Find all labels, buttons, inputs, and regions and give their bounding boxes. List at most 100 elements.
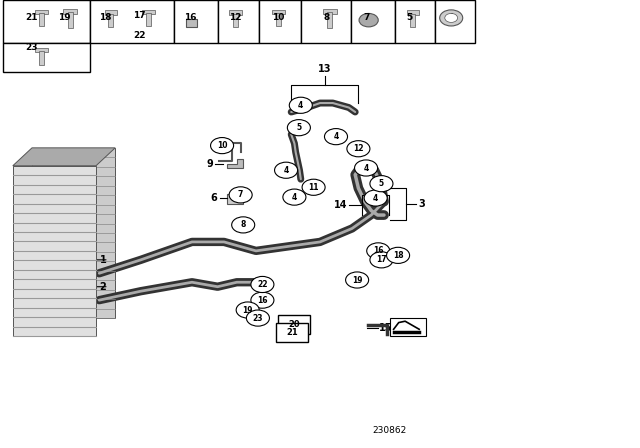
Text: 21: 21 <box>286 328 298 337</box>
Bar <box>259 0 301 43</box>
Text: 14: 14 <box>334 200 348 210</box>
Text: 15: 15 <box>379 323 392 333</box>
Bar <box>35 47 48 52</box>
Circle shape <box>359 13 378 27</box>
Text: 5: 5 <box>406 13 413 22</box>
Bar <box>146 13 151 26</box>
Text: 19: 19 <box>352 276 362 284</box>
Text: 1: 1 <box>99 255 106 265</box>
Text: 3: 3 <box>418 199 425 209</box>
Bar <box>104 10 117 15</box>
Bar <box>227 194 243 204</box>
Bar <box>186 19 197 27</box>
Bar <box>435 0 475 43</box>
Bar <box>351 0 395 43</box>
Circle shape <box>445 13 458 22</box>
Text: 16: 16 <box>373 246 383 255</box>
Text: 17: 17 <box>133 11 146 20</box>
Bar <box>323 9 337 14</box>
Polygon shape <box>13 148 115 166</box>
Text: 18: 18 <box>99 13 112 22</box>
Text: 22: 22 <box>257 280 268 289</box>
Circle shape <box>236 302 259 318</box>
Bar <box>276 13 281 26</box>
Circle shape <box>387 247 410 263</box>
Text: 5: 5 <box>379 179 384 188</box>
Circle shape <box>364 190 387 206</box>
Polygon shape <box>13 166 96 336</box>
Bar <box>3 0 90 43</box>
Text: 21: 21 <box>26 13 38 22</box>
Bar <box>301 0 351 43</box>
Bar <box>39 51 44 65</box>
FancyBboxPatch shape <box>276 323 308 342</box>
Polygon shape <box>32 148 115 318</box>
Bar <box>174 0 218 43</box>
Circle shape <box>229 187 252 203</box>
Text: 16: 16 <box>257 296 268 305</box>
Text: 8: 8 <box>241 220 246 229</box>
Circle shape <box>275 162 298 178</box>
Bar <box>390 318 426 336</box>
Bar <box>233 14 238 27</box>
Circle shape <box>324 129 348 145</box>
Text: 4: 4 <box>448 13 454 22</box>
Text: 230862: 230862 <box>372 426 406 435</box>
Text: 10: 10 <box>272 13 284 22</box>
Text: 23: 23 <box>26 43 38 52</box>
Bar <box>39 13 44 26</box>
Text: 12: 12 <box>229 13 242 22</box>
Circle shape <box>346 272 369 288</box>
Text: 4: 4 <box>284 166 289 175</box>
Text: 20: 20 <box>289 320 300 329</box>
Bar <box>108 14 113 27</box>
Circle shape <box>211 138 234 154</box>
Circle shape <box>251 276 274 293</box>
Text: 11: 11 <box>308 183 319 192</box>
Text: 19: 19 <box>243 306 253 314</box>
Text: 12: 12 <box>353 144 364 153</box>
Text: 13: 13 <box>318 64 332 74</box>
Bar <box>35 9 48 14</box>
Polygon shape <box>227 159 243 168</box>
Bar <box>327 13 333 28</box>
Circle shape <box>302 179 325 195</box>
Bar <box>90 0 174 43</box>
Bar <box>272 9 285 14</box>
Bar <box>68 13 73 28</box>
Text: 10: 10 <box>217 141 227 150</box>
Text: 4: 4 <box>373 194 378 202</box>
Text: 8: 8 <box>323 13 330 22</box>
Bar <box>229 10 242 15</box>
Bar <box>3 43 90 72</box>
Text: 19: 19 <box>58 13 70 22</box>
Circle shape <box>355 160 378 176</box>
Circle shape <box>370 176 393 192</box>
Text: 9: 9 <box>206 159 213 168</box>
Text: 7: 7 <box>238 190 243 199</box>
Circle shape <box>246 310 269 326</box>
Circle shape <box>287 120 310 136</box>
Circle shape <box>289 97 312 113</box>
Circle shape <box>440 10 463 26</box>
Bar <box>142 9 155 14</box>
Text: 4: 4 <box>292 193 297 202</box>
Circle shape <box>232 217 255 233</box>
Text: 2: 2 <box>99 282 106 292</box>
Text: 4: 4 <box>333 132 339 141</box>
Bar <box>395 0 435 43</box>
Text: 18: 18 <box>393 251 403 260</box>
Text: 5: 5 <box>296 123 301 132</box>
Text: 23: 23 <box>253 314 263 323</box>
Text: 16: 16 <box>184 13 196 22</box>
Bar <box>410 14 415 27</box>
Text: 22: 22 <box>133 31 146 40</box>
Bar <box>406 10 419 15</box>
Text: 17: 17 <box>376 255 387 264</box>
Bar <box>218 0 259 43</box>
FancyBboxPatch shape <box>278 315 310 334</box>
Circle shape <box>347 141 370 157</box>
Text: 4: 4 <box>364 164 369 172</box>
Circle shape <box>367 243 390 259</box>
Text: 6: 6 <box>211 193 218 203</box>
